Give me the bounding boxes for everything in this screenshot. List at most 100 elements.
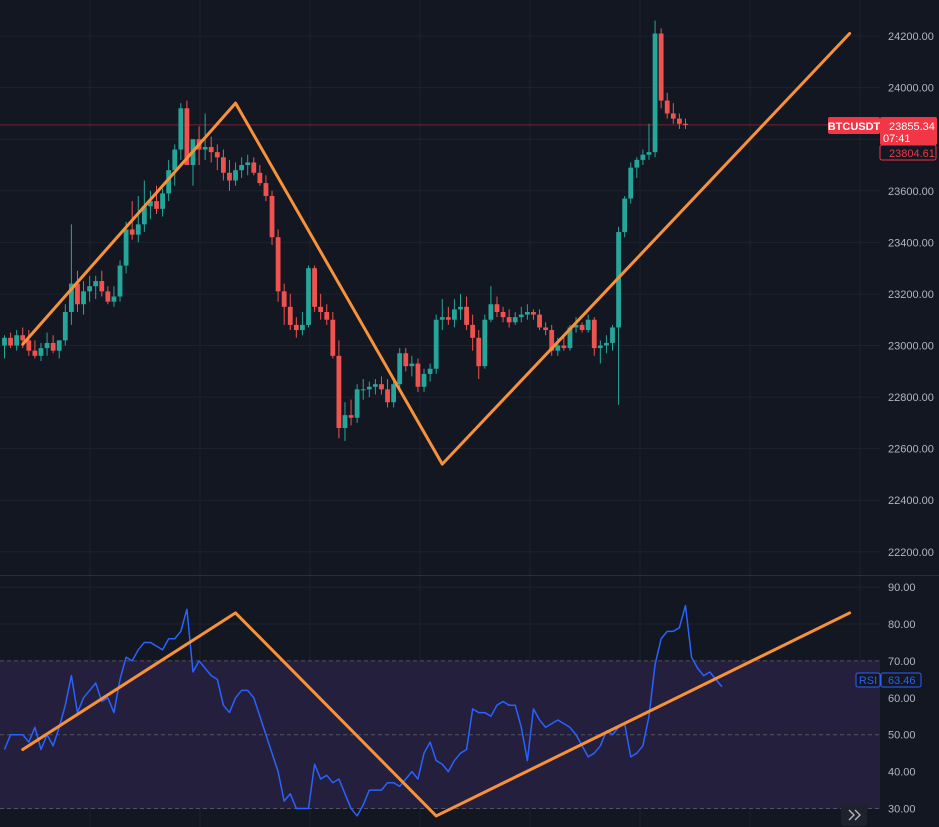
candles[interactable] [2,20,688,441]
candle-body[interactable] [81,291,86,305]
candle-body[interactable] [585,319,591,331]
candle-body[interactable] [385,389,390,403]
candle-body[interactable] [646,152,652,155]
candle-body[interactable] [634,159,640,168]
candle-body[interactable] [567,327,573,349]
candle-body[interactable] [561,345,567,349]
candle-body[interactable] [610,327,615,343]
candle-body[interactable] [68,283,74,312]
candle-body[interactable] [433,319,439,369]
candle-body[interactable] [391,384,397,403]
candle-body[interactable] [32,350,38,356]
candle-body[interactable] [579,324,585,331]
candle-body[interactable] [2,337,7,346]
candle-body[interactable] [214,152,220,158]
candle-body[interactable] [488,304,494,320]
candle-body[interactable] [372,384,378,387]
candle-body[interactable] [275,237,281,292]
candle-body[interactable] [409,363,415,367]
candle-body[interactable] [415,363,421,387]
candle-body[interactable] [573,324,579,328]
candle-body[interactable] [263,183,269,196]
candle-body[interactable] [117,265,123,297]
candle-body[interactable] [105,291,111,302]
candle-body[interactable] [26,340,32,351]
candle-body[interactable] [640,154,646,160]
candle-body[interactable] [306,268,311,325]
candle-body[interactable] [93,281,99,287]
candle-body[interactable] [324,311,330,320]
candle-body[interactable] [518,314,524,318]
candle-body[interactable] [141,206,147,225]
candle-body[interactable] [111,296,117,302]
candle-body[interactable] [622,198,628,233]
rsi-trend-line[interactable] [21,611,852,818]
candle-body[interactable] [476,337,482,367]
candle-body[interactable] [87,286,93,292]
rsi-axis[interactable]: 90.00 80.00 70.00 60.00 50.00 40.00 30.00 [888,582,916,815]
candle-body[interactable] [336,355,342,429]
candle-body[interactable] [312,268,317,307]
candle-body[interactable] [683,123,688,126]
candle-body[interactable] [75,283,80,305]
candle-body[interactable] [233,170,238,181]
candle-body[interactable] [628,167,634,199]
candle-body[interactable] [50,342,56,351]
candle-body[interactable] [318,306,324,312]
candle-body[interactable] [123,229,129,266]
price-axis[interactable]: 24200.0024000.0023800.0023600.0023400.00… [888,31,934,559]
candle-body[interactable] [160,193,165,209]
candle-body[interactable] [330,319,336,356]
candle-body[interactable] [379,384,384,390]
candle-body[interactable] [135,224,141,235]
candle-body[interactable] [512,317,518,323]
candle-body[interactable] [360,389,366,391]
candle-body[interactable] [154,201,159,209]
candle-body[interactable] [670,113,676,119]
candle-body[interactable] [421,373,427,387]
candle-body[interactable] [452,309,457,320]
candle-body[interactable] [658,33,664,101]
candle-body[interactable] [427,368,433,374]
candle-body[interactable] [591,319,597,349]
candle-body[interactable] [494,304,500,312]
candle-body[interactable] [549,330,555,351]
candle-body[interactable] [245,162,251,166]
candle-body[interactable] [208,146,214,153]
candle-body[interactable] [166,170,172,194]
candle-body[interactable] [14,335,20,346]
candle-body[interactable] [366,386,372,390]
candle-body[interactable] [251,162,257,173]
scroll-to-realtime-button[interactable] [841,804,867,826]
candle-body[interactable] [62,311,68,341]
candle-body[interactable] [500,311,506,318]
candle-body[interactable] [543,327,549,331]
candle-body[interactable] [397,353,403,385]
candle-body[interactable] [44,342,50,349]
candle-body[interactable] [348,415,354,418]
candle-body[interactable] [293,324,299,331]
candle-body[interactable] [470,324,476,338]
candle-body[interactable] [178,108,184,150]
candle-body[interactable] [20,335,26,341]
candle-body[interactable] [269,195,275,238]
candle-body[interactable] [184,108,190,166]
price-trend-line[interactable] [21,32,852,466]
candle-body[interactable] [482,319,488,367]
candle-body[interactable] [354,389,360,418]
candle-body[interactable] [220,157,226,173]
candle-body[interactable] [129,229,135,235]
candle-body[interactable] [464,306,469,325]
candle-body[interactable] [597,345,603,349]
candle-body[interactable] [403,353,409,367]
candle-body[interactable] [458,306,463,310]
candle-body[interactable] [239,165,245,171]
candle-body[interactable] [537,314,542,328]
candle-body[interactable] [524,311,530,315]
candle-body[interactable] [56,340,62,351]
candle-body[interactable] [257,172,263,184]
candle-body[interactable] [439,317,445,320]
candle-body[interactable] [676,118,682,124]
candle-body[interactable] [148,201,153,207]
